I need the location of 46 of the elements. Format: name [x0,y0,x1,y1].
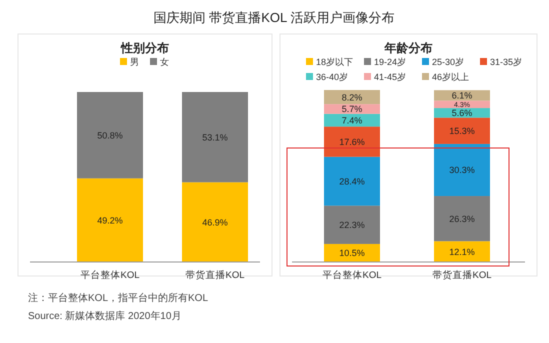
legend-label: 25-30岁 [432,57,464,67]
legend-label: 31-35岁 [490,57,522,67]
legend-label: 男 [130,57,139,67]
bar [434,196,490,242]
bar [324,156,380,206]
data-label: 30.3% [449,165,475,176]
data-label: 22.3% [339,220,365,230]
data-label: 46.9% [202,217,228,228]
x-tick-label: 平台整体KOL [80,269,140,281]
data-label: 6.1% [452,90,472,101]
legend-label: 女 [160,57,169,67]
x-tick-label: 带货直播KOL [432,269,492,281]
data-label: 53.1% [202,132,228,142]
bar [324,104,380,114]
x-tick-label: 带货直播KOL [185,269,245,281]
bar [434,241,490,262]
legend-label: 36-40岁 [316,72,348,82]
text: 注：平台整体KOL，指平台中的所有KOL [28,292,208,304]
bar [434,118,490,144]
legend-label: 19-24岁 [374,57,406,67]
bar [324,114,380,127]
data-label: 15.3% [449,126,475,136]
bar [324,206,380,244]
bar [324,126,380,157]
data-label: 5.6% [452,108,472,118]
data-label: 26.3% [449,214,475,224]
bar [434,100,490,108]
legend-label: 41-45岁 [374,72,406,82]
source-note: Source: 新媒体数据库 2020年10月 [28,310,182,322]
data-label: 7.4% [342,115,362,126]
data-label: 17.6% [339,136,365,147]
data-label: 12.1% [449,246,475,257]
data-label: 49.2% [97,215,123,226]
bar [434,144,490,196]
data-label: 5.7% [342,104,362,114]
chart-title: 性别分布 [120,41,169,55]
chart-title: 年龄分布 [384,41,432,55]
x-tick-label: 平台整体KOL [322,269,382,281]
data-label: 8.2% [342,92,362,102]
legend-label: 46岁以上 [432,72,470,82]
legend-label: 18岁以下 [316,57,354,67]
text: 国庆期间 带货直播KOL 活跃用户画像分布 [154,10,394,25]
data-label: 28.4% [339,176,365,186]
data-label: 50.8% [97,130,123,140]
bar [324,90,380,104]
data-label: 10.5% [339,248,365,258]
